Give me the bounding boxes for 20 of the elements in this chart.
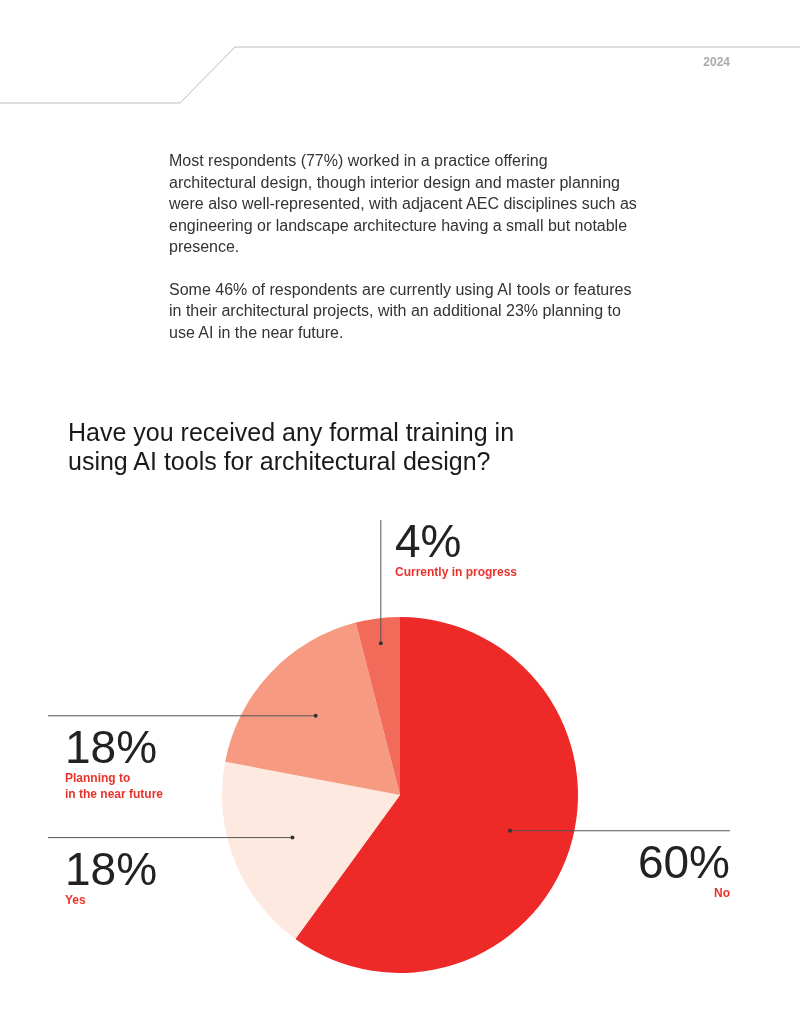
slice-label: Yes <box>65 892 87 907</box>
text: Most respondents (77%) worked in a practice offering architectural design, though interior design and master planning were also well-represented, with adjacent AEC disciplines such as engineering or landscape architecture having a small but notable presence. <box>169 151 638 257</box>
data-label: 18% <box>65 842 158 895</box>
slice-label: No <box>714 885 730 900</box>
pie-slice <box>225 622 400 795</box>
leader-label: 60% No <box>508 828 731 900</box>
leader-label: 18% Yes <box>47 835 295 907</box>
data-label: 18% <box>65 720 158 773</box>
data-label: 4% <box>395 515 462 567</box>
slice-label: Currently in progress <box>395 565 518 579</box>
text: 2024 <box>703 55 731 69</box>
pie-slice <box>295 617 578 973</box>
slice-label: Planning to in the near future <box>65 770 164 801</box>
leader-label: 4% Currently in progress <box>378 515 518 646</box>
text: Some 46% of respondents are currently using AI tools or features in their architectural projects, with an additional 23% planning to use AI in the near future. <box>169 279 633 343</box>
leader-label: 18% Planning to in the near future <box>47 713 318 801</box>
pie-slice <box>355 617 400 795</box>
chart-title: Have you received any formal training in using AI tools for architectural design? <box>68 418 516 476</box>
pie-slice <box>222 761 400 940</box>
data-label: 60% <box>637 835 730 888</box>
